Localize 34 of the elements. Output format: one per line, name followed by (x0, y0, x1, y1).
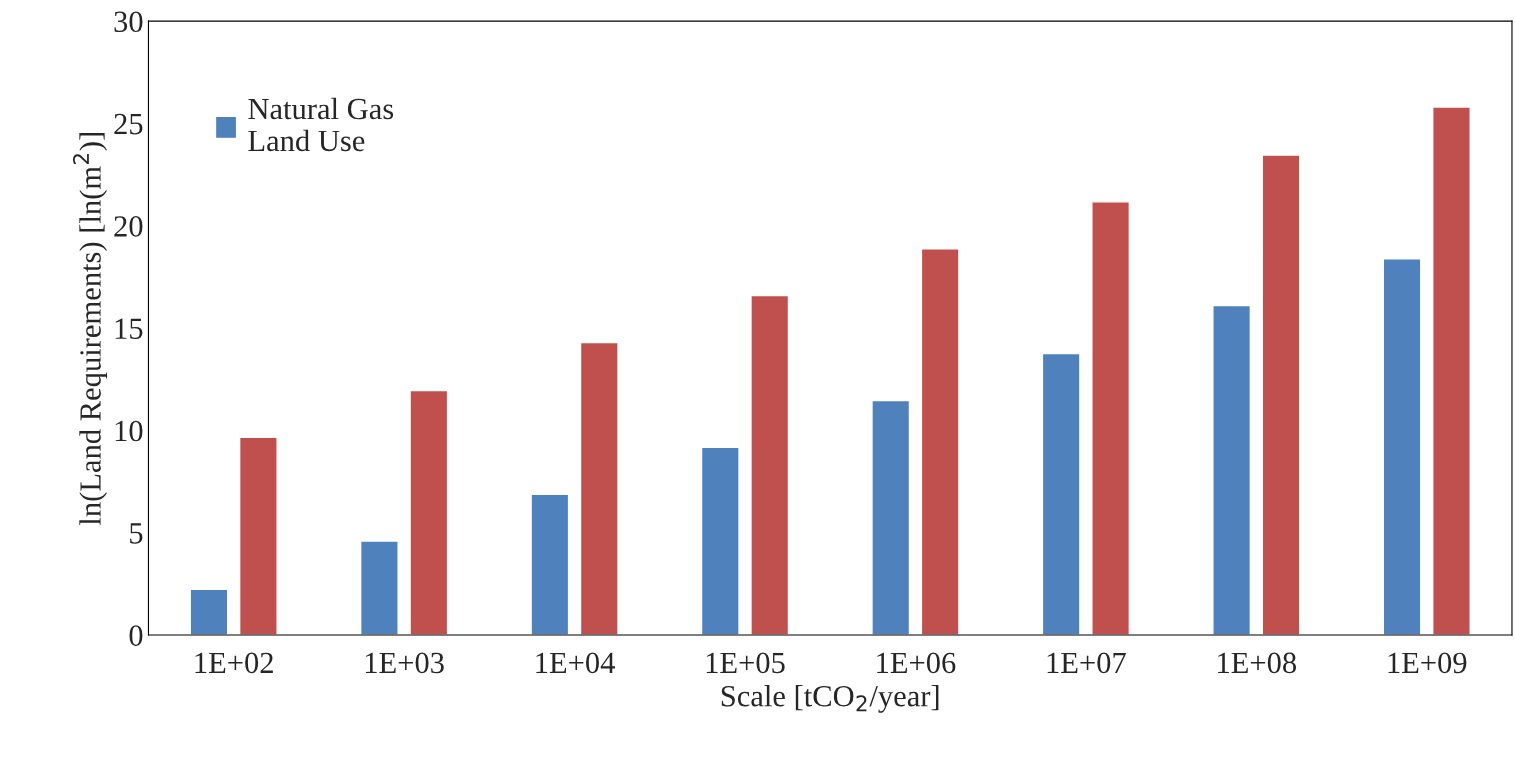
bar (189, 588, 229, 636)
y-tick-label: 30 (114, 11, 143, 33)
bar (1091, 201, 1131, 636)
bar (750, 294, 790, 636)
y-tick-label: 5 (130, 523, 143, 544)
x-tick-label: 1E+07 (1047, 652, 1126, 674)
x-tick-label: 1E+04 (536, 652, 615, 674)
bar (530, 493, 570, 636)
x-tick-label: 1E+08 (1218, 652, 1297, 674)
y-tick-label: 10 (115, 420, 143, 442)
legend-label: Natural Gas Land Use (248, 97, 394, 152)
bar (700, 446, 740, 636)
y-tick-label: 0 (129, 625, 143, 646)
x-tick-label: 1E+03 (365, 652, 444, 674)
bar (1432, 106, 1471, 636)
bar (871, 399, 911, 636)
y-axis-title: ln(Land Requirements) [ln(m$^{2}$)] (72, 133, 108, 526)
x-tick-label: 1E+02 (195, 652, 273, 674)
x-tick-label: 1E+05 (706, 652, 785, 674)
bar (1212, 304, 1252, 636)
y-tick-label: 20 (114, 216, 143, 237)
bar (579, 341, 619, 636)
y-tick-label: 15 (115, 318, 143, 340)
bar (1041, 352, 1081, 636)
bar (1261, 154, 1301, 636)
x-tick-label: 1E+09 (1388, 652, 1467, 674)
x-axis-title: Scale [tCO$_{2}$/year] (721, 684, 939, 713)
bar (238, 436, 278, 636)
x-tick-label: 1E+06 (877, 652, 956, 674)
bar (1382, 258, 1422, 636)
bar (359, 540, 399, 636)
y-tick-label: 25 (114, 113, 143, 135)
bar (920, 248, 960, 636)
bar (409, 389, 449, 636)
